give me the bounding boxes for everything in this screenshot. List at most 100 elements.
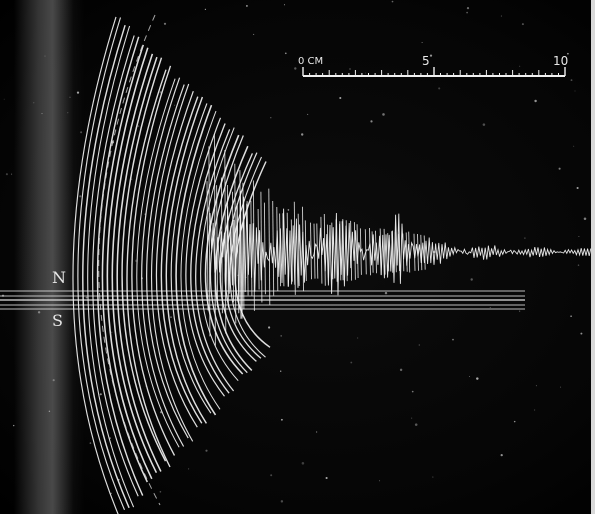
trace-spike	[350, 220, 353, 281]
dust-speck	[469, 376, 471, 378]
dust-speck	[131, 178, 133, 180]
dust-speck	[188, 468, 190, 470]
scale-bar	[302, 67, 566, 77]
trace-spike	[364, 229, 367, 275]
trace-arc	[77, 17, 126, 511]
trace-spike	[268, 188, 271, 305]
trace-spike	[423, 235, 426, 270]
dust-speck	[534, 99, 537, 103]
dust-speck	[452, 338, 454, 341]
dust-speck	[301, 133, 304, 136]
dust-speck	[5, 173, 8, 176]
trace-spike	[383, 228, 386, 275]
dust-speck	[89, 442, 92, 444]
dust-speck	[11, 173, 13, 175]
trace-arc	[219, 153, 257, 362]
dust-speck	[315, 431, 318, 433]
left-light-band	[14, 0, 84, 514]
dust-speck	[500, 453, 503, 457]
dust-speck	[237, 274, 239, 277]
dust-speck	[534, 409, 536, 411]
trace-arc	[72, 16, 119, 514]
trace-arc	[131, 65, 176, 456]
dust-speck	[270, 117, 272, 119]
trace-spike	[394, 232, 397, 273]
trace-spike	[417, 233, 419, 271]
trace-spike	[320, 216, 323, 284]
trace-arc	[185, 117, 225, 397]
trace-spike	[341, 221, 344, 281]
trace-spike	[313, 223, 316, 279]
dust-speck	[583, 217, 587, 220]
trace-spike	[345, 220, 348, 282]
trace-spike	[326, 224, 329, 278]
dust-speck	[44, 55, 46, 57]
dust-speck	[205, 449, 208, 452]
dust-speck	[476, 377, 479, 380]
dust-speck	[558, 167, 561, 170]
trace-spike	[420, 234, 423, 271]
trace-spike	[379, 228, 382, 275]
dust-speck	[576, 186, 579, 190]
dust-speck	[535, 385, 537, 387]
dust-speck	[270, 474, 273, 477]
trace-arc	[92, 35, 139, 497]
dust-speck	[577, 264, 580, 266]
dust-speck	[48, 410, 51, 413]
trace-spike	[208, 146, 211, 337]
trace-spike	[239, 170, 242, 319]
dust-speck	[268, 326, 271, 329]
dust-speck	[245, 276, 247, 279]
dust-speck	[294, 67, 297, 70]
dust-speck	[391, 0, 394, 3]
trace-arc	[136, 78, 180, 448]
dust-speck	[421, 42, 423, 44]
dust-speck	[339, 96, 342, 100]
south-label: S	[52, 311, 63, 330]
dust-speck	[470, 278, 473, 281]
dust-speck	[570, 315, 572, 318]
trace-spike	[206, 181, 209, 311]
dust-speck	[433, 250, 436, 254]
trace-spike	[331, 222, 334, 280]
trace-spike	[252, 180, 255, 311]
trace-spike	[234, 163, 237, 324]
dust-speck	[519, 65, 521, 67]
dust-speck	[567, 52, 569, 55]
dust-speck	[33, 102, 35, 104]
trace-spike	[413, 233, 416, 271]
dust-speck	[52, 379, 55, 382]
dust-speck	[69, 96, 71, 98]
trace-spike	[310, 222, 312, 280]
trace-arc	[106, 47, 153, 480]
north-label: N	[52, 268, 66, 287]
trace-spike	[220, 177, 223, 314]
dust-speck	[283, 4, 286, 6]
dust-speck	[350, 361, 353, 364]
trace-arc	[141, 77, 185, 447]
trace-spike	[335, 219, 338, 282]
trace-spike	[232, 191, 234, 303]
trace-arc	[116, 56, 162, 472]
trace-arc	[200, 127, 239, 382]
dust-speck	[519, 310, 521, 312]
trace-arc	[126, 69, 171, 468]
trace-spike	[293, 201, 296, 295]
dust-speck	[466, 11, 468, 14]
dust-speck	[173, 104, 175, 106]
dust-speck	[438, 87, 441, 90]
trace-spike	[353, 222, 356, 280]
dust-speck	[41, 113, 43, 115]
trace-spike	[408, 231, 411, 273]
dust-speck	[301, 462, 305, 465]
dust-speck	[111, 141, 115, 144]
dust-speck	[560, 386, 562, 388]
dust-speck	[280, 500, 284, 503]
dust-speck	[67, 112, 69, 114]
dust-speck	[137, 125, 140, 127]
photo-border	[591, 0, 595, 514]
trace-spike	[304, 220, 307, 282]
trace-arc	[150, 83, 194, 442]
trace-spike	[316, 223, 319, 279]
